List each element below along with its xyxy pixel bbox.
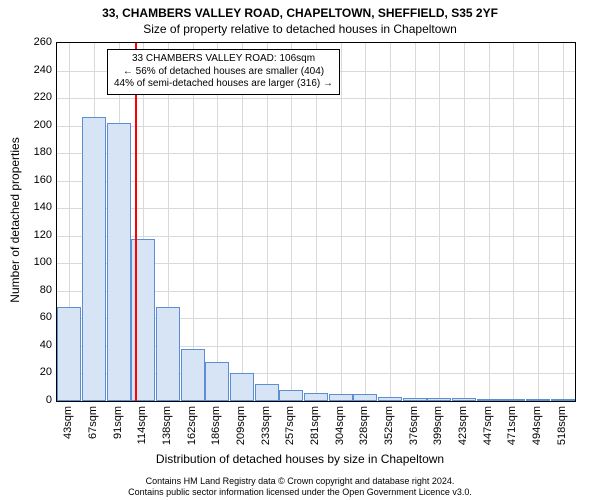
gridline-v [489,43,490,401]
annotation-line1: 33 CHAMBERS VALLEY ROAD: 106sqm [114,53,333,66]
gridline-v [267,43,268,401]
y-tick-label: 80 [12,284,52,296]
gridline-v [439,43,440,401]
bar [329,394,353,401]
title-main: 33, CHAMBERS VALLEY ROAD, CHAPELTOWN, SH… [0,0,600,20]
bar [378,397,402,401]
plot-area: 33 CHAMBERS VALLEY ROAD: 106sqm ← 56% of… [56,42,576,402]
bar [279,390,303,401]
x-tick-label: 209sqm [235,406,247,445]
x-axis-label: Distribution of detached houses by size … [0,452,600,466]
y-tick-label: 140 [12,201,52,213]
gridline-v [415,43,416,401]
bar [156,307,180,401]
bar [501,399,525,401]
gridline-v [464,43,465,401]
gridline-v [563,43,564,401]
bar [403,398,427,401]
chart-container: 33, CHAMBERS VALLEY ROAD, CHAPELTOWN, SH… [0,0,600,500]
gridline-v [513,43,514,401]
bar [304,393,328,401]
y-axis-label: Number of detached properties [8,137,22,302]
bar [427,398,451,401]
bar [181,349,205,401]
x-tick-label: 304sqm [334,406,346,445]
x-tick-label: 257sqm [284,406,296,445]
y-tick-label: 260 [12,36,52,48]
x-tick-label: 43sqm [62,406,74,439]
x-tick-label: 114sqm [136,406,148,444]
x-tick-label: 518sqm [556,406,568,445]
bar [82,117,106,401]
x-tick-label: 494sqm [531,406,543,445]
x-tick-label: 67sqm [87,406,99,439]
bar [452,398,476,401]
x-tick-label: 162sqm [186,406,198,445]
footer-line1: Contains HM Land Registry data © Crown c… [0,476,600,487]
x-tick-label: 447sqm [482,406,494,445]
x-tick-label: 376sqm [408,406,420,445]
gridline-v [217,43,218,401]
gridline-v [341,43,342,401]
y-tick-label: 200 [12,119,52,131]
x-tick-label: 352sqm [383,406,395,445]
y-tick-label: 40 [12,339,52,351]
x-tick-label: 471sqm [506,406,518,445]
x-tick-label: 186sqm [210,406,222,445]
gridline-v [365,43,366,401]
gridline-v [538,43,539,401]
y-tick-label: 160 [12,174,52,186]
x-tick-label: 328sqm [358,406,370,445]
gridline-v [193,43,194,401]
x-tick-label: 281sqm [309,406,321,445]
y-tick-label: 60 [12,311,52,323]
marker-line [135,43,137,401]
footer-line2: Contains public sector information licen… [0,487,600,498]
gridline-v [291,43,292,401]
y-tick-label: 240 [12,64,52,76]
x-tick-label: 233sqm [260,406,272,445]
bar [205,362,229,401]
bar [477,399,501,401]
bar [353,394,377,401]
bar [255,384,279,401]
gridline-v [316,43,317,401]
annotation-line2: ← 56% of detached houses are smaller (40… [114,66,333,79]
y-tick-label: 20 [12,366,52,378]
footer: Contains HM Land Registry data © Crown c… [0,476,600,498]
annotation-box: 33 CHAMBERS VALLEY ROAD: 106sqm ← 56% of… [107,49,340,95]
title-sub: Size of property relative to detached ho… [0,20,600,40]
y-tick-label: 180 [12,146,52,158]
x-tick-label: 423sqm [457,406,469,445]
annotation-line3: 44% of semi-detached houses are larger (… [114,78,333,91]
x-tick-label: 138sqm [161,406,173,445]
bar [107,123,131,401]
y-tick-label: 100 [12,256,52,268]
x-tick-label: 399sqm [432,406,444,445]
bar [57,307,81,401]
y-tick-label: 0 [12,394,52,406]
bar [526,399,550,401]
gridline-v [390,43,391,401]
y-tick-label: 120 [12,229,52,241]
gridline-v [242,43,243,401]
x-tick-label: 91sqm [112,406,124,439]
bar [230,373,254,401]
y-tick-label: 220 [12,91,52,103]
bar [551,399,575,401]
